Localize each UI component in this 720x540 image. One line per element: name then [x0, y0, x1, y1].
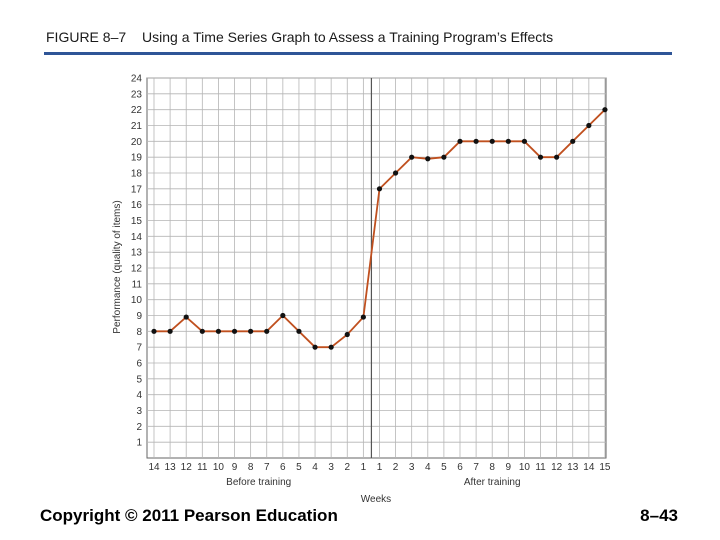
x-tick-label: 11 — [535, 462, 546, 473]
data-point — [521, 138, 528, 144]
data-point — [264, 328, 270, 334]
x-tick-label: 10 — [519, 462, 531, 473]
x-tick-label: 14 — [583, 462, 595, 473]
data-point — [215, 328, 222, 334]
x-tick-label: 4 — [312, 462, 318, 473]
x-tick-label: 2 — [393, 462, 399, 473]
data-point — [231, 328, 238, 334]
data-point — [280, 312, 286, 319]
x-tick-label: 5 — [441, 462, 447, 473]
data-point — [489, 138, 495, 144]
data-point — [296, 328, 302, 334]
y-axis-title: Performance (quality of items) — [112, 200, 123, 333]
data-point — [376, 186, 383, 192]
data-point — [392, 170, 399, 176]
x-tick-label: 13 — [165, 462, 177, 473]
y-tick-label: 13 — [131, 248, 143, 259]
x-tick-label: 10 — [213, 462, 225, 473]
data-point — [167, 328, 173, 334]
x-tick-label: 9 — [232, 462, 238, 473]
data-point — [360, 314, 366, 320]
x-tick-label: 3 — [409, 462, 415, 473]
title-rule — [44, 52, 672, 55]
data-point — [602, 107, 608, 113]
y-tick-label: 5 — [136, 374, 142, 385]
x-tick-label: 6 — [457, 462, 463, 473]
data-point — [537, 154, 544, 160]
x-tick-label: 1 — [361, 462, 367, 473]
x-tick-label: 6 — [280, 462, 286, 473]
y-tick-label: 24 — [131, 74, 143, 85]
x-axis-title: Weeks — [361, 494, 391, 505]
y-tick-label: 4 — [136, 390, 142, 401]
figure-label: FIGURE 8–7 — [46, 29, 127, 45]
copyright-text: Copyright © 2011 Pearson Education — [40, 506, 338, 525]
x-tick-label: 4 — [425, 462, 431, 473]
y-tick-label: 23 — [131, 89, 143, 100]
y-tick-label: 6 — [136, 359, 142, 370]
y-tick-label: 12 — [131, 264, 143, 275]
y-tick-label: 17 — [131, 184, 143, 195]
y-tick-label: 11 — [132, 279, 143, 290]
data-point — [473, 138, 479, 144]
data-point — [328, 344, 334, 350]
y-tick-label: 2 — [136, 422, 142, 433]
data-point — [409, 154, 415, 160]
data-point — [425, 156, 431, 162]
x-tick-label: 7 — [264, 462, 270, 473]
y-tick-label: 3 — [136, 406, 142, 417]
x-tick-label: 1 — [377, 462, 383, 473]
y-tick-label: 20 — [131, 137, 143, 148]
x-tick-label: 2 — [344, 462, 350, 473]
y-tick-label: 16 — [131, 200, 143, 211]
y-tick-label: 18 — [131, 169, 143, 180]
data-point — [151, 328, 157, 334]
data-point — [586, 122, 592, 129]
y-tick-label: 7 — [136, 343, 142, 354]
group-label: After training — [464, 477, 521, 488]
data-point — [199, 328, 205, 334]
figure-header: FIGURE 8–7 Using a Time Series Graph to … — [46, 29, 553, 45]
data-point — [312, 344, 318, 350]
y-tick-label: 19 — [131, 153, 143, 164]
series-line — [154, 108, 606, 349]
data-point — [248, 328, 254, 334]
data-point — [570, 138, 576, 144]
data-point — [457, 138, 463, 144]
figure-title: Using a Time Series Graph to Assess a Tr… — [142, 29, 554, 45]
group-label: Before training — [226, 477, 291, 488]
y-tick-label: 10 — [131, 295, 143, 306]
y-tick-label: 22 — [131, 105, 143, 116]
y-tick-label: 1 — [136, 438, 142, 449]
y-tick-label: 21 — [131, 121, 143, 132]
data-point — [344, 331, 350, 338]
x-tick-label: 12 — [551, 462, 563, 473]
y-tick-label: 15 — [131, 216, 143, 227]
data-point — [505, 138, 511, 144]
x-tick-label: 5 — [296, 462, 302, 473]
data-point — [554, 154, 560, 160]
x-tick-label: 12 — [181, 462, 193, 473]
page-number: 8–43 — [640, 506, 678, 525]
y-tick-label: 8 — [136, 327, 142, 338]
data-point — [183, 314, 189, 320]
x-tick-label: 15 — [599, 462, 611, 473]
x-tick-label: 7 — [473, 462, 479, 473]
x-tick-label: 13 — [567, 462, 579, 473]
x-tick-label: 11 — [197, 462, 208, 473]
y-tick-label: 9 — [136, 311, 142, 322]
x-tick-label: 9 — [506, 462, 512, 473]
x-tick-label: 3 — [328, 462, 334, 473]
x-tick-label: 14 — [148, 462, 160, 473]
y-tick-label: 14 — [131, 232, 143, 243]
x-tick-label: 8 — [489, 462, 495, 473]
data-point — [441, 154, 447, 160]
x-tick-label: 8 — [248, 462, 254, 473]
